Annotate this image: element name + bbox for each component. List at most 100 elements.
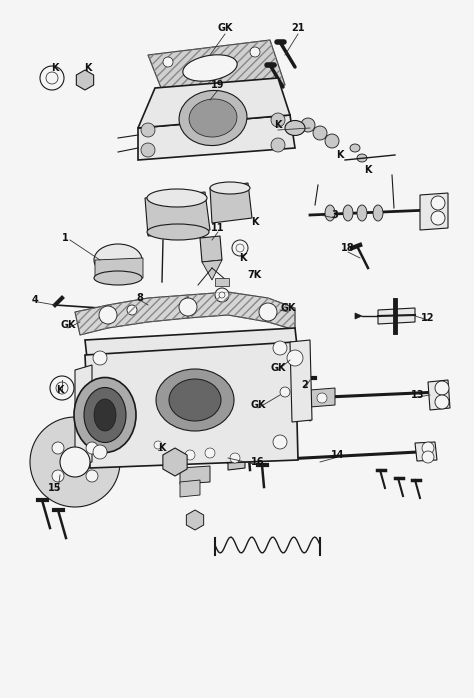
- Polygon shape: [145, 192, 210, 236]
- Text: K: K: [239, 253, 247, 263]
- Circle shape: [287, 350, 303, 366]
- Polygon shape: [202, 260, 222, 280]
- Text: GK: GK: [217, 23, 233, 33]
- Circle shape: [422, 442, 434, 454]
- Text: K: K: [364, 165, 372, 175]
- Text: 15: 15: [48, 483, 62, 493]
- Text: 21: 21: [291, 23, 305, 33]
- Ellipse shape: [156, 369, 234, 431]
- Circle shape: [431, 196, 445, 210]
- Ellipse shape: [147, 224, 209, 240]
- Polygon shape: [378, 308, 415, 324]
- Text: 13: 13: [411, 390, 425, 400]
- Circle shape: [271, 113, 285, 127]
- Text: 18: 18: [341, 243, 355, 253]
- Circle shape: [60, 447, 90, 477]
- Circle shape: [99, 306, 117, 324]
- Ellipse shape: [94, 271, 142, 285]
- Polygon shape: [138, 115, 295, 160]
- Circle shape: [52, 442, 64, 454]
- Ellipse shape: [357, 154, 367, 162]
- Ellipse shape: [357, 205, 367, 221]
- Ellipse shape: [350, 144, 360, 152]
- Polygon shape: [172, 446, 245, 470]
- Ellipse shape: [169, 379, 221, 421]
- Ellipse shape: [94, 244, 142, 276]
- Circle shape: [313, 126, 327, 140]
- Circle shape: [179, 298, 197, 316]
- Text: K: K: [336, 150, 344, 160]
- Ellipse shape: [94, 399, 116, 431]
- Text: 12: 12: [421, 313, 435, 323]
- Circle shape: [325, 134, 339, 148]
- Circle shape: [281, 344, 309, 372]
- Circle shape: [435, 381, 449, 395]
- Text: K: K: [84, 63, 92, 73]
- Ellipse shape: [189, 99, 237, 137]
- Circle shape: [431, 211, 445, 225]
- Circle shape: [50, 376, 74, 400]
- Text: GK: GK: [270, 363, 286, 373]
- Text: 16: 16: [251, 457, 265, 467]
- Ellipse shape: [373, 205, 383, 221]
- Polygon shape: [85, 342, 298, 468]
- Ellipse shape: [210, 182, 250, 194]
- Polygon shape: [95, 258, 143, 278]
- Text: 19: 19: [211, 80, 225, 90]
- Ellipse shape: [179, 91, 247, 146]
- Polygon shape: [428, 380, 450, 410]
- Circle shape: [275, 382, 295, 402]
- Ellipse shape: [84, 387, 126, 443]
- Circle shape: [435, 395, 449, 409]
- Circle shape: [280, 387, 290, 397]
- Circle shape: [317, 393, 327, 403]
- Circle shape: [30, 417, 120, 507]
- Polygon shape: [85, 328, 298, 367]
- Ellipse shape: [325, 205, 335, 221]
- Polygon shape: [290, 340, 312, 422]
- Text: K: K: [158, 443, 166, 453]
- Ellipse shape: [343, 205, 353, 221]
- Polygon shape: [138, 78, 290, 128]
- Text: K: K: [51, 63, 59, 73]
- Text: 7K: 7K: [248, 270, 262, 280]
- Text: GK: GK: [60, 320, 76, 330]
- Circle shape: [141, 123, 155, 137]
- Text: K: K: [251, 217, 259, 227]
- Text: 11: 11: [211, 223, 225, 233]
- Circle shape: [141, 143, 155, 157]
- Polygon shape: [148, 40, 285, 98]
- Text: K: K: [56, 385, 64, 395]
- Circle shape: [154, 441, 162, 449]
- Circle shape: [86, 442, 98, 454]
- Circle shape: [215, 288, 229, 302]
- Polygon shape: [75, 365, 92, 465]
- Ellipse shape: [183, 55, 237, 81]
- Polygon shape: [355, 313, 362, 319]
- Text: 3: 3: [332, 210, 338, 220]
- Text: GK: GK: [280, 303, 296, 313]
- Text: 14: 14: [331, 450, 345, 460]
- Bar: [215, 278, 229, 286]
- Circle shape: [149, 436, 167, 454]
- Ellipse shape: [147, 189, 207, 207]
- Text: K: K: [274, 120, 282, 130]
- Circle shape: [163, 57, 173, 67]
- Circle shape: [422, 451, 434, 463]
- Ellipse shape: [74, 378, 136, 452]
- Circle shape: [232, 240, 248, 256]
- Circle shape: [52, 470, 64, 482]
- Text: 1: 1: [62, 233, 68, 243]
- Polygon shape: [310, 388, 335, 407]
- Polygon shape: [188, 292, 295, 330]
- Circle shape: [230, 453, 240, 463]
- Circle shape: [40, 66, 64, 90]
- Text: 4: 4: [32, 295, 38, 305]
- Text: GK: GK: [250, 400, 266, 410]
- Circle shape: [273, 435, 287, 449]
- Text: 8: 8: [137, 293, 144, 303]
- Polygon shape: [210, 183, 252, 223]
- Circle shape: [93, 445, 107, 459]
- Polygon shape: [420, 193, 448, 230]
- Circle shape: [236, 244, 244, 252]
